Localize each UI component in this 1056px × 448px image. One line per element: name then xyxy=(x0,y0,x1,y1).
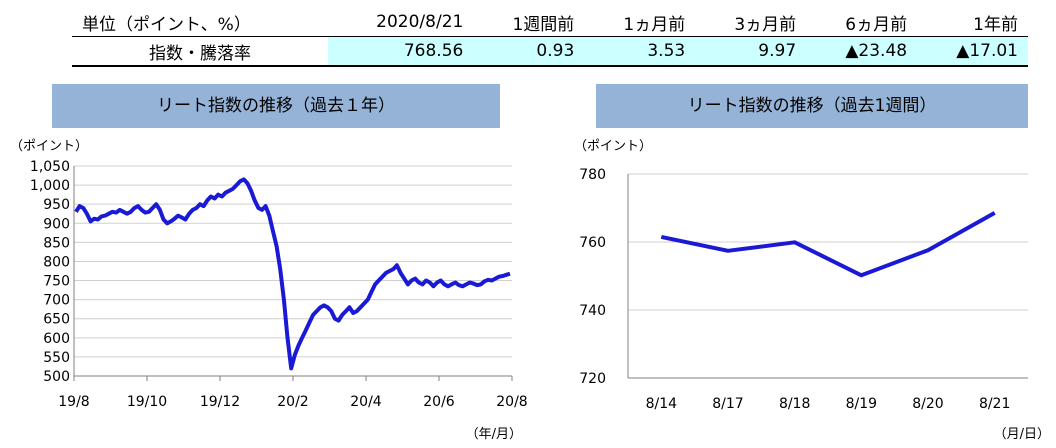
header-1year: 1年前 xyxy=(917,8,1028,37)
header-1week: 1週間前 xyxy=(473,8,585,37)
chart1-ytick-label: 1,000 xyxy=(30,178,70,194)
chart2-svg: （ポイント） 720 740 760 780 8/14 8/17 8/18 8/19 8/20 8/… xyxy=(574,139,1050,442)
value-3month: 9.97 xyxy=(695,36,807,67)
chart2-xtick-label: 8/19 xyxy=(846,396,877,412)
unit-label: 単位（ポイント、%） xyxy=(72,8,329,37)
chart1-ytick-label: 600 xyxy=(43,331,70,347)
summary-value-row: 指数・騰落率 768.56 0.93 3.53 9.97 23.48 17.01 xyxy=(72,36,1028,67)
chart2-ytick-label: 760 xyxy=(579,235,606,251)
chart1-xlabel: （年/月） xyxy=(466,427,522,442)
value-6month: 23.48 xyxy=(806,36,918,67)
chart1-ytick-label: 750 xyxy=(43,274,70,290)
chart1-ytick-label: 550 xyxy=(43,350,70,366)
chart2-xtick-label: 8/17 xyxy=(712,396,743,412)
chart2-xlabel: （月/日） xyxy=(994,427,1050,442)
summary-table: 単位（ポイント、%） 2020/8/21 1週間前 1ヵ月前 3ヵ月前 6ヵ月前… xyxy=(72,8,1028,67)
chart1-ytick-label: 850 xyxy=(43,235,70,251)
chart1-ytick-label: 950 xyxy=(43,197,70,213)
chart1-xtick-label: 20/8 xyxy=(496,394,527,410)
chart1-xtick-label: 20/6 xyxy=(423,394,455,410)
chart1-xtick-label: 19/10 xyxy=(127,394,167,410)
summary-header-row: 単位（ポイント、%） 2020/8/21 1週間前 1ヵ月前 3ヵ月前 6ヵ月前… xyxy=(72,8,1028,37)
header-date: 2020/8/21 xyxy=(328,8,474,37)
chart2-xtick-label: 8/21 xyxy=(979,396,1010,412)
chart1-series-line xyxy=(74,177,511,371)
chart1-xtick-label: 19/8 xyxy=(58,394,89,410)
value-1month: 3.53 xyxy=(584,36,696,67)
chart2-xtick-label: 8/20 xyxy=(912,396,943,412)
chart1-svg: （ポイント） 500 550 600 650 700 750 800 850 900 950 1,00… xyxy=(10,139,528,442)
header-6month: 6ヵ月前 xyxy=(806,8,918,37)
value-index: 768.56 xyxy=(328,36,474,67)
chart1-ytick-label: 1,050 xyxy=(30,159,70,175)
value-1year: 17.01 xyxy=(917,36,1028,67)
chart1-ylabel: （ポイント） xyxy=(10,139,88,154)
value-1week: 0.93 xyxy=(473,36,585,67)
chart1-title: リート指数の推移（過去１年） xyxy=(52,84,500,128)
chart1-ytick-label: 500 xyxy=(43,369,70,385)
row-label: 指数・騰落率 xyxy=(72,36,329,67)
header-3month: 3ヵ月前 xyxy=(695,8,807,37)
chart2-ytick-label: 720 xyxy=(579,371,606,387)
chart2-series-line xyxy=(660,211,996,278)
chart2-title: リート指数の推移（過去1週間） xyxy=(596,84,1028,128)
chart2-ytick-label: 740 xyxy=(579,303,606,319)
chart1-ytick-label: 650 xyxy=(43,312,70,328)
chart1-ytick-label: 700 xyxy=(43,293,70,309)
chart2-xtick-label: 8/14 xyxy=(646,396,678,412)
chart1-ytick-label: 900 xyxy=(43,216,70,232)
chart2-ytick-label: 780 xyxy=(579,167,606,183)
chart2-ylabel: （ポイント） xyxy=(574,139,652,154)
chart1-xtick-label: 20/2 xyxy=(277,394,308,410)
chart2-xtick-label: 8/18 xyxy=(779,396,810,412)
header-1month: 1ヵ月前 xyxy=(584,8,696,37)
chart1-xtick-label: 19/12 xyxy=(200,394,240,410)
chart1-xtick-label: 20/4 xyxy=(350,394,382,410)
chart1-ytick-label: 800 xyxy=(43,254,70,270)
